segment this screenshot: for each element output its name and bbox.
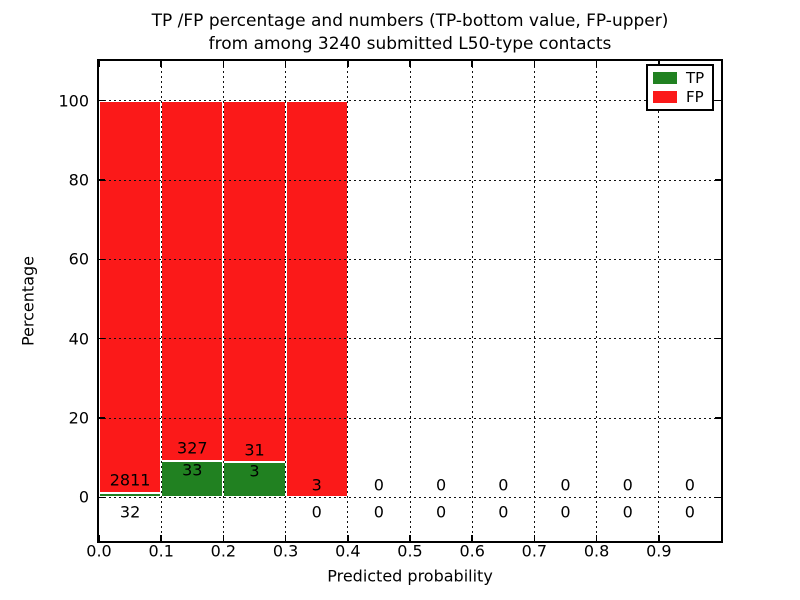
fp-color-swatch — [653, 91, 677, 103]
legend-label-fp: FP — [686, 87, 704, 106]
fp-count-label: 0 — [684, 475, 695, 495]
y-tick-label: 40 — [68, 329, 89, 349]
x-tick-mark-bottom — [409, 535, 411, 541]
chart-title-line2: from among 3240 submitted L50-type conta… — [208, 34, 612, 54]
x-tick-mark-top — [595, 61, 598, 67]
tp-count-label: 33 — [182, 460, 203, 480]
x-tick-label: 0.0 — [86, 541, 112, 561]
x-tick-mark-bottom — [160, 535, 162, 541]
tp-count-label: 0 — [311, 502, 322, 522]
legend-entry-fp: FP — [653, 87, 707, 106]
x-tick-mark-top — [160, 61, 162, 67]
y-tick-label: 20 — [68, 408, 89, 428]
x-tick-mark-top — [347, 61, 349, 67]
tp-count-label: 0 — [622, 502, 633, 522]
chart-title-line1: TP /FP percentage and numbers (TP-bottom… — [151, 11, 669, 31]
plot-area: 2811 32 327 33 31 3 3 0 0 0 0 0 0 0 0 0 0 0 0 0 — [97, 59, 723, 543]
ticks-layer — [98, 61, 721, 541]
y-tick-mark-left — [99, 496, 105, 499]
y-tick-mark-left — [99, 417, 105, 419]
fp-count-label: 327 — [177, 438, 208, 458]
tp-count-label: 0 — [684, 502, 695, 522]
fp-count-label: 0 — [373, 475, 384, 495]
y-tick-mark-right — [715, 99, 721, 102]
tp-count-label: 32 — [119, 502, 141, 522]
legend-label-tp: TP — [686, 68, 705, 87]
v-gridline — [658, 61, 660, 541]
v-gridline — [409, 61, 411, 541]
tp-count-label: 0 — [373, 502, 384, 522]
x-tick-mark-top — [222, 61, 225, 67]
bar-segment-fp — [285, 100, 348, 498]
y-tick-mark-left — [99, 179, 105, 181]
y-tick-label: 0 — [78, 487, 89, 507]
fp-count-label: 0 — [560, 475, 571, 495]
v-gridline — [160, 61, 162, 541]
tp-count-label: 0 — [498, 502, 509, 522]
x-tick-mark-bottom — [284, 535, 287, 541]
x-tick-mark-bottom — [347, 535, 349, 541]
tp-count-label: 3 — [249, 461, 260, 481]
x-axis-label: Predicted probability — [327, 566, 493, 586]
x-tick-mark-bottom — [222, 535, 225, 541]
y-axis-label: Percentage — [18, 255, 38, 347]
x-tick-mark-top — [471, 61, 473, 67]
bar-segment-fp — [223, 100, 286, 463]
y-tick-label: 100 — [58, 91, 89, 111]
x-tick-mark-top — [533, 61, 536, 67]
v-gridline — [222, 61, 224, 541]
x-tick-label: 0.6 — [459, 541, 485, 561]
v-gridline — [471, 61, 473, 541]
fp-count-label: 0 — [622, 475, 633, 495]
x-tick-label: 0.7 — [521, 541, 548, 561]
fp-count-label: 0 — [436, 475, 447, 495]
chart-title: TP /FP percentage and numbers (TP-bottom… — [152, 10, 669, 56]
grid-layer — [99, 61, 721, 541]
x-tick-label: 0.9 — [646, 541, 672, 561]
x-tick-mark-bottom — [658, 535, 660, 541]
bar-segment-tp — [161, 460, 224, 498]
x-tick-label: 0.5 — [397, 541, 423, 561]
legend: TP FP — [646, 64, 714, 111]
fp-count-label: 3 — [311, 475, 322, 495]
v-gridline — [596, 61, 598, 541]
x-tick-mark-top — [284, 61, 287, 67]
tp-count-label: 0 — [436, 502, 447, 522]
x-tick-label: 0.4 — [335, 541, 361, 561]
fp-count-label: 2811 — [109, 470, 151, 490]
y-tick-mark-left — [99, 99, 105, 102]
y-tick-mark-right — [715, 417, 721, 419]
x-tick-mark-bottom — [595, 535, 598, 541]
bar-segment-fp — [161, 100, 224, 461]
bar-segment-tp — [99, 492, 162, 498]
bar-value-labels-layer: 2811 32 327 33 31 3 3 0 0 0 0 0 0 0 0 0 0 0 0 0 — [99, 61, 721, 541]
y-tick-label: 60 — [68, 249, 89, 269]
tp-color-swatch — [653, 72, 677, 84]
v-gridline — [533, 61, 535, 541]
x-tick-label: 0.8 — [583, 541, 610, 561]
y-tick-mark-right — [715, 496, 721, 499]
v-gridline — [285, 61, 287, 541]
x-tick-mark-top — [409, 61, 411, 67]
x-tick-mark-bottom — [533, 535, 536, 541]
tp-count-label: 0 — [560, 502, 571, 522]
y-tick-mark-left — [99, 337, 105, 340]
fp-count-label: 31 — [244, 440, 265, 460]
x-tick-label: 0.1 — [148, 541, 174, 561]
y-tick-mark-right — [715, 179, 721, 181]
bar-segment-fp — [99, 100, 162, 493]
fp-count-label: 0 — [498, 475, 509, 495]
x-tick-mark-bottom — [98, 535, 100, 541]
y-tick-mark-right — [715, 337, 721, 340]
legend-entry-tp: TP — [653, 68, 707, 87]
y-tick-mark-right — [715, 258, 721, 261]
y-tick-label: 80 — [68, 170, 89, 190]
v-gridline — [347, 61, 349, 541]
x-tick-label: 0.3 — [272, 541, 299, 561]
y-tick-mark-left — [99, 258, 105, 261]
x-tick-mark-top — [98, 61, 100, 67]
x-tick-mark-bottom — [471, 535, 473, 541]
x-tick-label: 0.2 — [210, 541, 237, 561]
